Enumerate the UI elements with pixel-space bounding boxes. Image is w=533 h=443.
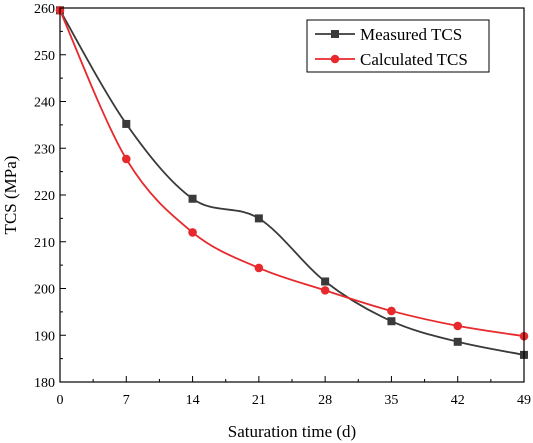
- legend-marker-measured: [331, 30, 339, 38]
- legend-label-measured: Measured TCS: [360, 25, 462, 44]
- data-point-calculated: [188, 228, 197, 237]
- x-axis-label: Saturation time (d): [228, 422, 356, 441]
- data-point-measured: [122, 119, 131, 128]
- data-point-measured: [387, 317, 396, 326]
- y-tick-label: 230: [34, 142, 55, 157]
- x-tick-label: 49: [517, 393, 531, 408]
- data-point-calculated: [453, 321, 463, 331]
- tick-labels: 0 7 14 21 28 35 42 49 180 190 200 210 220 230 240 250 26…: [34, 2, 531, 408]
- y-tick-label: 220: [34, 189, 55, 204]
- y-tick-label: 240: [34, 96, 55, 111]
- data-point-measured: [453, 337, 462, 346]
- data-point-calculated: [387, 306, 396, 316]
- legend-marker-calculated: [330, 54, 340, 64]
- data-point-measured: [321, 277, 330, 286]
- x-tick-label: 42: [451, 393, 465, 408]
- data-point-calculated: [320, 286, 330, 295]
- y-axis-label: TCS (MPa): [1, 156, 20, 235]
- data-point-calculated: [121, 154, 131, 164]
- y-tick-label: 210: [34, 236, 55, 251]
- x-tick-label: 0: [57, 393, 64, 408]
- x-tick-label: 7: [123, 393, 130, 408]
- y-tick-label: 250: [34, 49, 55, 64]
- y-tick-label: 180: [34, 376, 55, 391]
- y-tick-label: 200: [34, 283, 55, 298]
- legend-box: [306, 19, 490, 73]
- x-tick-label: 28: [318, 393, 332, 408]
- y-tick-label: 260: [34, 2, 55, 17]
- x-tick-label: 35: [384, 393, 398, 408]
- data-point-measured: [188, 194, 197, 203]
- legend-label-calculated: Calculated TCS: [360, 50, 468, 69]
- legend: Measured TCS Calculated TCS: [306, 19, 490, 73]
- y-tick-label: 190: [34, 329, 55, 344]
- data-point-calculated: [254, 263, 264, 273]
- axis-ticks: [59, 7, 525, 383]
- x-tick-label: 14: [186, 393, 200, 408]
- data-point-measured: [254, 214, 263, 223]
- x-tick-label: 21: [252, 393, 266, 408]
